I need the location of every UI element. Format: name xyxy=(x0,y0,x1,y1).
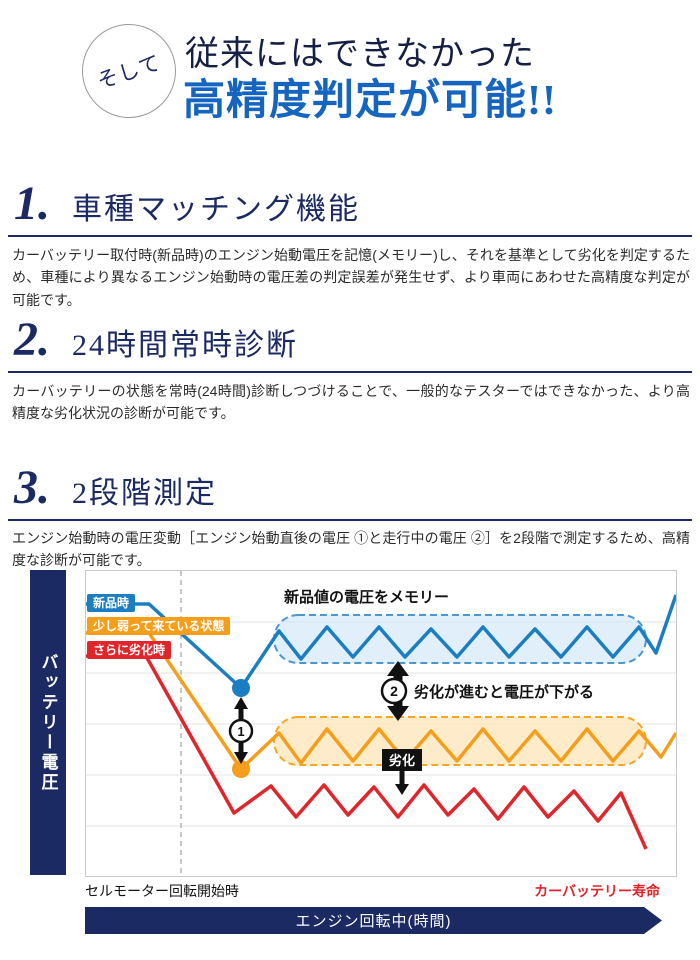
legend-new-battery: 新品時 xyxy=(87,594,136,612)
intro-badge-label: そして xyxy=(94,50,165,94)
header-title: 高精度判定が可能!! xyxy=(183,78,557,124)
weakened-battery-line xyxy=(86,631,676,771)
y-axis-label-bar: バッテリー電圧 xyxy=(30,570,66,875)
header-subtitle: 従来にはできなかった xyxy=(185,36,535,73)
section-3-number: 3. xyxy=(14,461,50,514)
legend-degraded-battery: さらに劣化時 xyxy=(87,641,172,659)
deterioration-label: 劣化 xyxy=(389,753,415,768)
section-1-number: 1. xyxy=(14,177,50,230)
degraded-battery-line xyxy=(86,654,648,850)
section-1-heading: 1. 車種マッチング機能 xyxy=(8,177,692,237)
section-2-title: 24時間常時診断 xyxy=(72,329,298,362)
section-2-heading: 2. 24時間常時診断 xyxy=(8,313,692,373)
x-axis-end-label: カーバッテリー寿命 xyxy=(534,883,660,899)
intro-badge-circle: そして xyxy=(82,24,176,118)
y-axis-label: バッテリー電圧 xyxy=(38,652,58,793)
voltage-chart: バッテリー電圧 新品値の電圧をメモリー xyxy=(0,570,700,942)
new-battery-line xyxy=(86,594,676,690)
x-axis-start-label: セルモーター回転開始時 xyxy=(85,883,239,899)
stage1-double-arrow-icon: 1 xyxy=(228,697,254,764)
section-1-title: 車種マッチング機能 xyxy=(72,193,360,226)
legend-weakened-battery: 少し弱って来ている状態 xyxy=(87,617,231,635)
stage2-double-arrow-icon: 2 xyxy=(380,661,409,721)
section-3-title: 2段階測定 xyxy=(72,477,217,510)
section-1-body: カーバッテリー取付時(新品時)のエンジン始動電圧を記憶(メモリー)し、それを基準… xyxy=(12,247,690,308)
voltage-drop-annotation: 劣化が進むと電圧が下がる xyxy=(414,683,594,701)
stage1-marker: 1 xyxy=(237,724,244,739)
new-start-voltage-dot xyxy=(232,679,250,697)
deterioration-badge: 劣化 xyxy=(382,749,422,795)
x-axis-label: エンジン回転中(時間) xyxy=(295,913,452,930)
weakened-start-voltage-dot xyxy=(232,760,250,778)
memory-annotation: 新品値の電圧をメモリー xyxy=(284,588,449,606)
stage2-marker: 2 xyxy=(390,683,398,699)
section-3-heading: 3. 2段階測定 xyxy=(8,461,692,521)
section-2-body: カーバッテリーの状態を常時(24時間)診断しつづけることで、一般的なテスターでは… xyxy=(12,383,690,422)
section-3-body: エンジン始動時の電圧変動［エンジン始動直後の電圧 ①と走行中の電圧 ②］を2段階… xyxy=(12,530,690,569)
section-2-number: 2. xyxy=(14,313,50,366)
x-axis-arrow-bar: エンジン回転中(時間) xyxy=(85,907,662,934)
